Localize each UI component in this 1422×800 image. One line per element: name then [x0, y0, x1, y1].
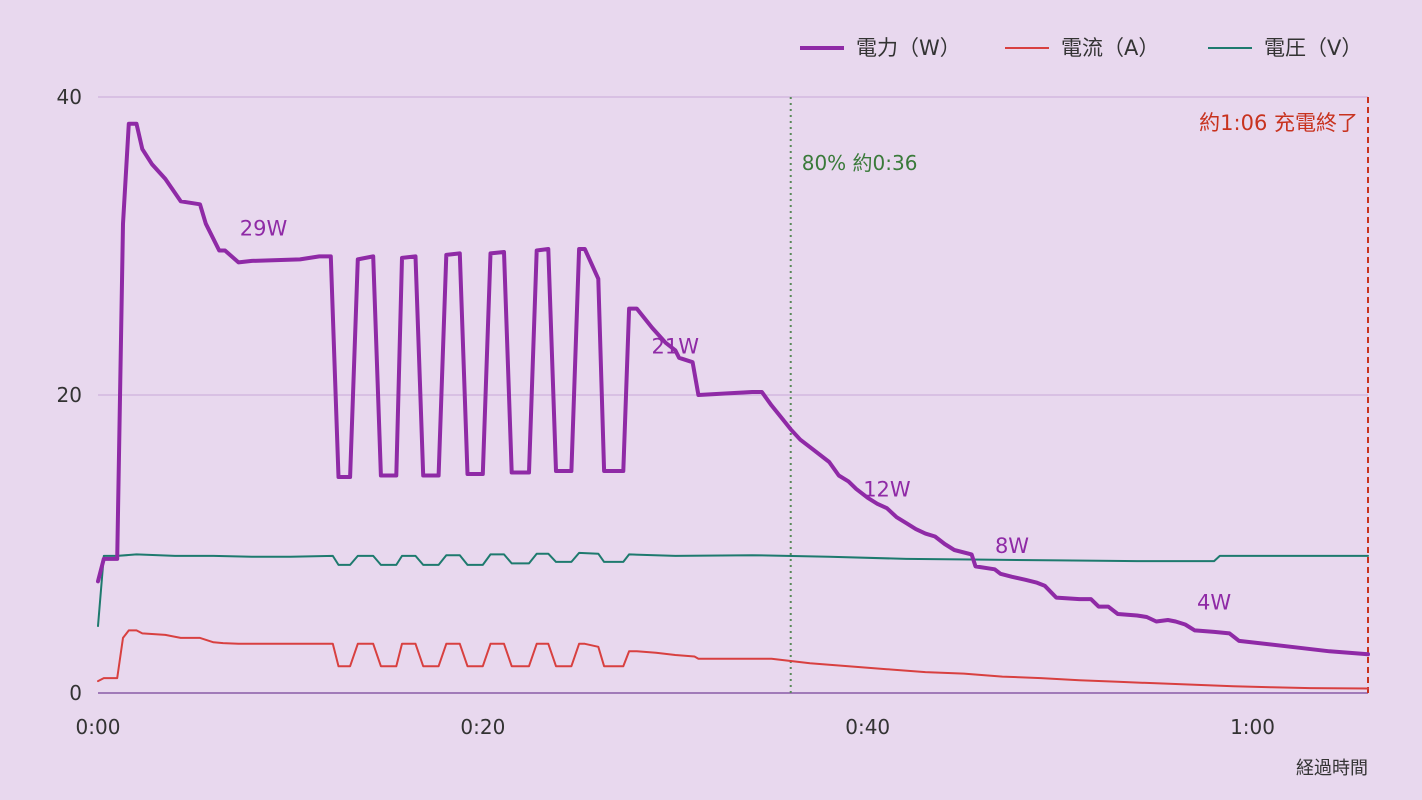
- annotation-layer: 29W 21W 12W 8W 4W: [240, 217, 1232, 615]
- legend-label-power: 電力（W）: [856, 36, 961, 60]
- x-tick-label: 0:40: [845, 715, 890, 739]
- series-layer: [96, 121, 1370, 690]
- power-annotation-label: 21W: [652, 334, 700, 358]
- series-line-power: [96, 121, 1370, 657]
- power-annotation-label: 4W: [1197, 591, 1231, 615]
- x-tick-label: 0:20: [460, 715, 505, 739]
- x-axis-title: 経過時間: [1296, 758, 1368, 779]
- eighty-percent-label: 80% 約0:36: [802, 151, 918, 175]
- power-annotation-label: 29W: [240, 217, 288, 241]
- power-annotation-label: 8W: [995, 534, 1029, 558]
- x-tick-label: 1:00: [1230, 715, 1275, 739]
- axis-layer: 0 20 40 0:00 0:20 0:40 1:00 経過時間: [57, 85, 1368, 779]
- y-tick-label: 20: [57, 383, 82, 407]
- charge-complete-label: 約1:06 充電終了: [1199, 111, 1358, 135]
- y-tick-label: 0: [69, 681, 82, 705]
- legend: 電力（W） 電流（A） 電圧（V）: [800, 36, 1362, 60]
- series-line-voltage: [97, 551, 1369, 627]
- x-tick-label: 0:00: [76, 715, 121, 739]
- legend-label-voltage: 電圧（V）: [1264, 36, 1362, 60]
- y-tick-label: 40: [57, 85, 82, 109]
- series-line-current: [97, 629, 1369, 690]
- power-annotation-label: 12W: [863, 477, 911, 501]
- vertical-markers: 80% 約0:36 約1:06 充電終了: [789, 97, 1369, 693]
- legend-label-current: 電流（A）: [1061, 36, 1159, 60]
